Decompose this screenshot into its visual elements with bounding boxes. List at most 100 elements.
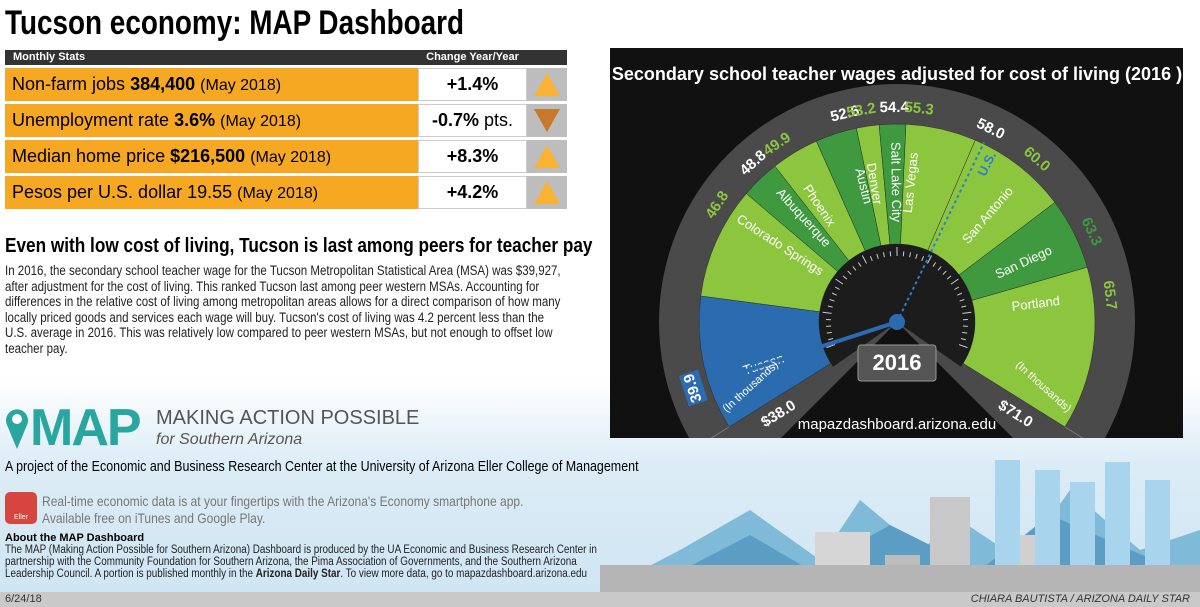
value-label: 52.6 — [829, 102, 861, 126]
stat-period: (May 2018) — [250, 149, 332, 166]
hub-tick — [957, 292, 963, 296]
needle — [713, 320, 898, 384]
stat-period: (May 2018) — [220, 113, 302, 130]
arrow-shape — [534, 145, 560, 168]
stat-period: (May 2018) — [237, 185, 319, 202]
hub-tick — [932, 262, 937, 267]
hub-tick — [869, 255, 873, 261]
stat-period: (May 2018) — [200, 77, 282, 94]
stat-row: Unemployment rate 3.6% (May 2018) -0.7% p… — [5, 104, 567, 137]
stat-change: +1.4% — [418, 68, 527, 101]
arrow — [534, 145, 560, 168]
about-body: The MAP (Making Action Possible for Sout… — [5, 544, 597, 580]
stat-row: Median home price $216,500 (May 2018) +8.… — [5, 140, 567, 173]
stat-name: Non-farm jobs — [12, 74, 126, 94]
hub-tick — [909, 252, 912, 258]
city-label: Las Vegas — [900, 151, 921, 213]
arrow — [534, 73, 560, 96]
hub-tick — [946, 275, 952, 280]
hub-tick — [861, 255, 867, 264]
stat-value: 384,400 — [130, 74, 196, 94]
logo-name: MAP — [30, 399, 142, 457]
hub-tick — [876, 253, 879, 259]
hub-tick — [958, 344, 968, 349]
article-heading: Even with low cost of living, Tucson is … — [5, 235, 593, 257]
value-highlight — [678, 369, 708, 407]
arrow — [534, 181, 560, 204]
arrow-cell — [527, 104, 567, 137]
stat-label: Median home price $216,500 (May 2018) — [5, 140, 418, 173]
change-value: +1.4% — [446, 74, 499, 94]
stat-label: Non-farm jobs 384,400 (May 2018) — [5, 68, 418, 101]
stat-change: -0.7% pts. — [418, 104, 527, 137]
year-box — [857, 344, 937, 382]
city-label: Denver — [864, 162, 886, 206]
stat-name: Pesos per U.S. dollar 19.55 — [12, 182, 233, 202]
hub-tick — [961, 305, 967, 308]
arrow-cell — [527, 68, 567, 101]
stats-header: Monthly Stats Change Year/Year — [5, 50, 567, 65]
about-heading: About the MAP Dashboard — [5, 532, 145, 544]
about-text: The MAP (Making Action Possible for Sout… — [5, 544, 611, 580]
year-label: 2016 — [873, 350, 922, 375]
city-label: Salt Lake City — [888, 142, 904, 223]
footer: 6/24/18 CHIARA BAUTISTA / ARIZONA DAILY … — [0, 592, 1200, 607]
app-line: Available free on iTunes and Google Play… — [42, 510, 266, 526]
change-value: +8.3% — [446, 146, 499, 166]
hub-tick — [937, 266, 942, 271]
hub-tick — [950, 278, 959, 285]
value-label: 54.4 — [880, 99, 910, 116]
hub-tick — [842, 275, 848, 280]
column-label: Monthly Stats — [13, 51, 86, 63]
hub-tick — [852, 266, 857, 271]
stat-value: 3.6% — [174, 110, 216, 130]
hub-tick — [828, 338, 834, 341]
value-label: 55.3 — [904, 99, 935, 119]
logo-subtitle: for Southern Arizona — [156, 431, 303, 448]
value-label: 65.7 — [1100, 280, 1121, 311]
title: Tucson economy: MAP Dashboard — [5, 4, 465, 42]
change-value: +4.2% — [446, 182, 499, 202]
scale-tick — [1064, 426, 1084, 438]
hub-tick — [857, 262, 862, 267]
hub-tick — [822, 311, 832, 314]
stat-change: +8.3% — [418, 140, 527, 173]
arrow-shape — [534, 181, 560, 204]
value-label: 53.2 — [845, 100, 877, 122]
logo-pin — [6, 409, 29, 449]
stats-table: Monthly Stats Change Year/Year Non-farm … — [5, 50, 567, 209]
hub-tick — [921, 255, 925, 261]
hub-tick — [962, 311, 972, 314]
sector — [962, 266, 1096, 428]
hub-tick — [826, 344, 836, 349]
footer-date: 6/24/18 — [5, 593, 42, 605]
stat-label: Unemployment rate 3.6% (May 2018) — [5, 104, 418, 137]
hub-tick — [959, 298, 965, 302]
stat-row: Pesos per U.S. dollar 19.55 (May 2018) +4… — [5, 176, 567, 209]
change-unit: pts. — [484, 110, 514, 130]
arrow — [534, 109, 560, 132]
change-label: Change Year/Year — [426, 51, 519, 63]
change-value: -0.7% — [431, 110, 479, 130]
arrow-shape — [534, 73, 560, 96]
hub-tick — [942, 270, 947, 275]
about-tail: . To view more data, go to mapazdashboar… — [340, 568, 588, 580]
gauge-chart: Secondary school teacher wages adjusted … — [610, 48, 1183, 438]
stat-row: Non-farm jobs 384,400 (May 2018) +1.4% — [5, 68, 567, 101]
hub-tick — [835, 278, 844, 285]
arrow-shape — [534, 109, 560, 132]
footer-credit: CHIARA BAUTISTA / ARIZONA DAILY STAR — [970, 593, 1190, 605]
city-label: Portland — [1011, 293, 1061, 314]
app-icon: Eller — [5, 492, 37, 524]
hub-tick — [829, 298, 835, 302]
stat-change: +4.2% — [418, 176, 527, 209]
hub-tick — [954, 286, 960, 290]
logo-tagline: MAKING ACTION POSSIBLE — [156, 407, 420, 429]
project-text: A project of the Economic and Business R… — [5, 459, 639, 475]
gauge-title: Secondary school teacher wages adjusted … — [612, 64, 1182, 84]
hub-tick — [831, 292, 837, 296]
article-body: In 2016, the secondary school teacher wa… — [5, 263, 561, 356]
hub-tick — [834, 286, 840, 290]
stat-name: Median home price — [12, 146, 166, 166]
